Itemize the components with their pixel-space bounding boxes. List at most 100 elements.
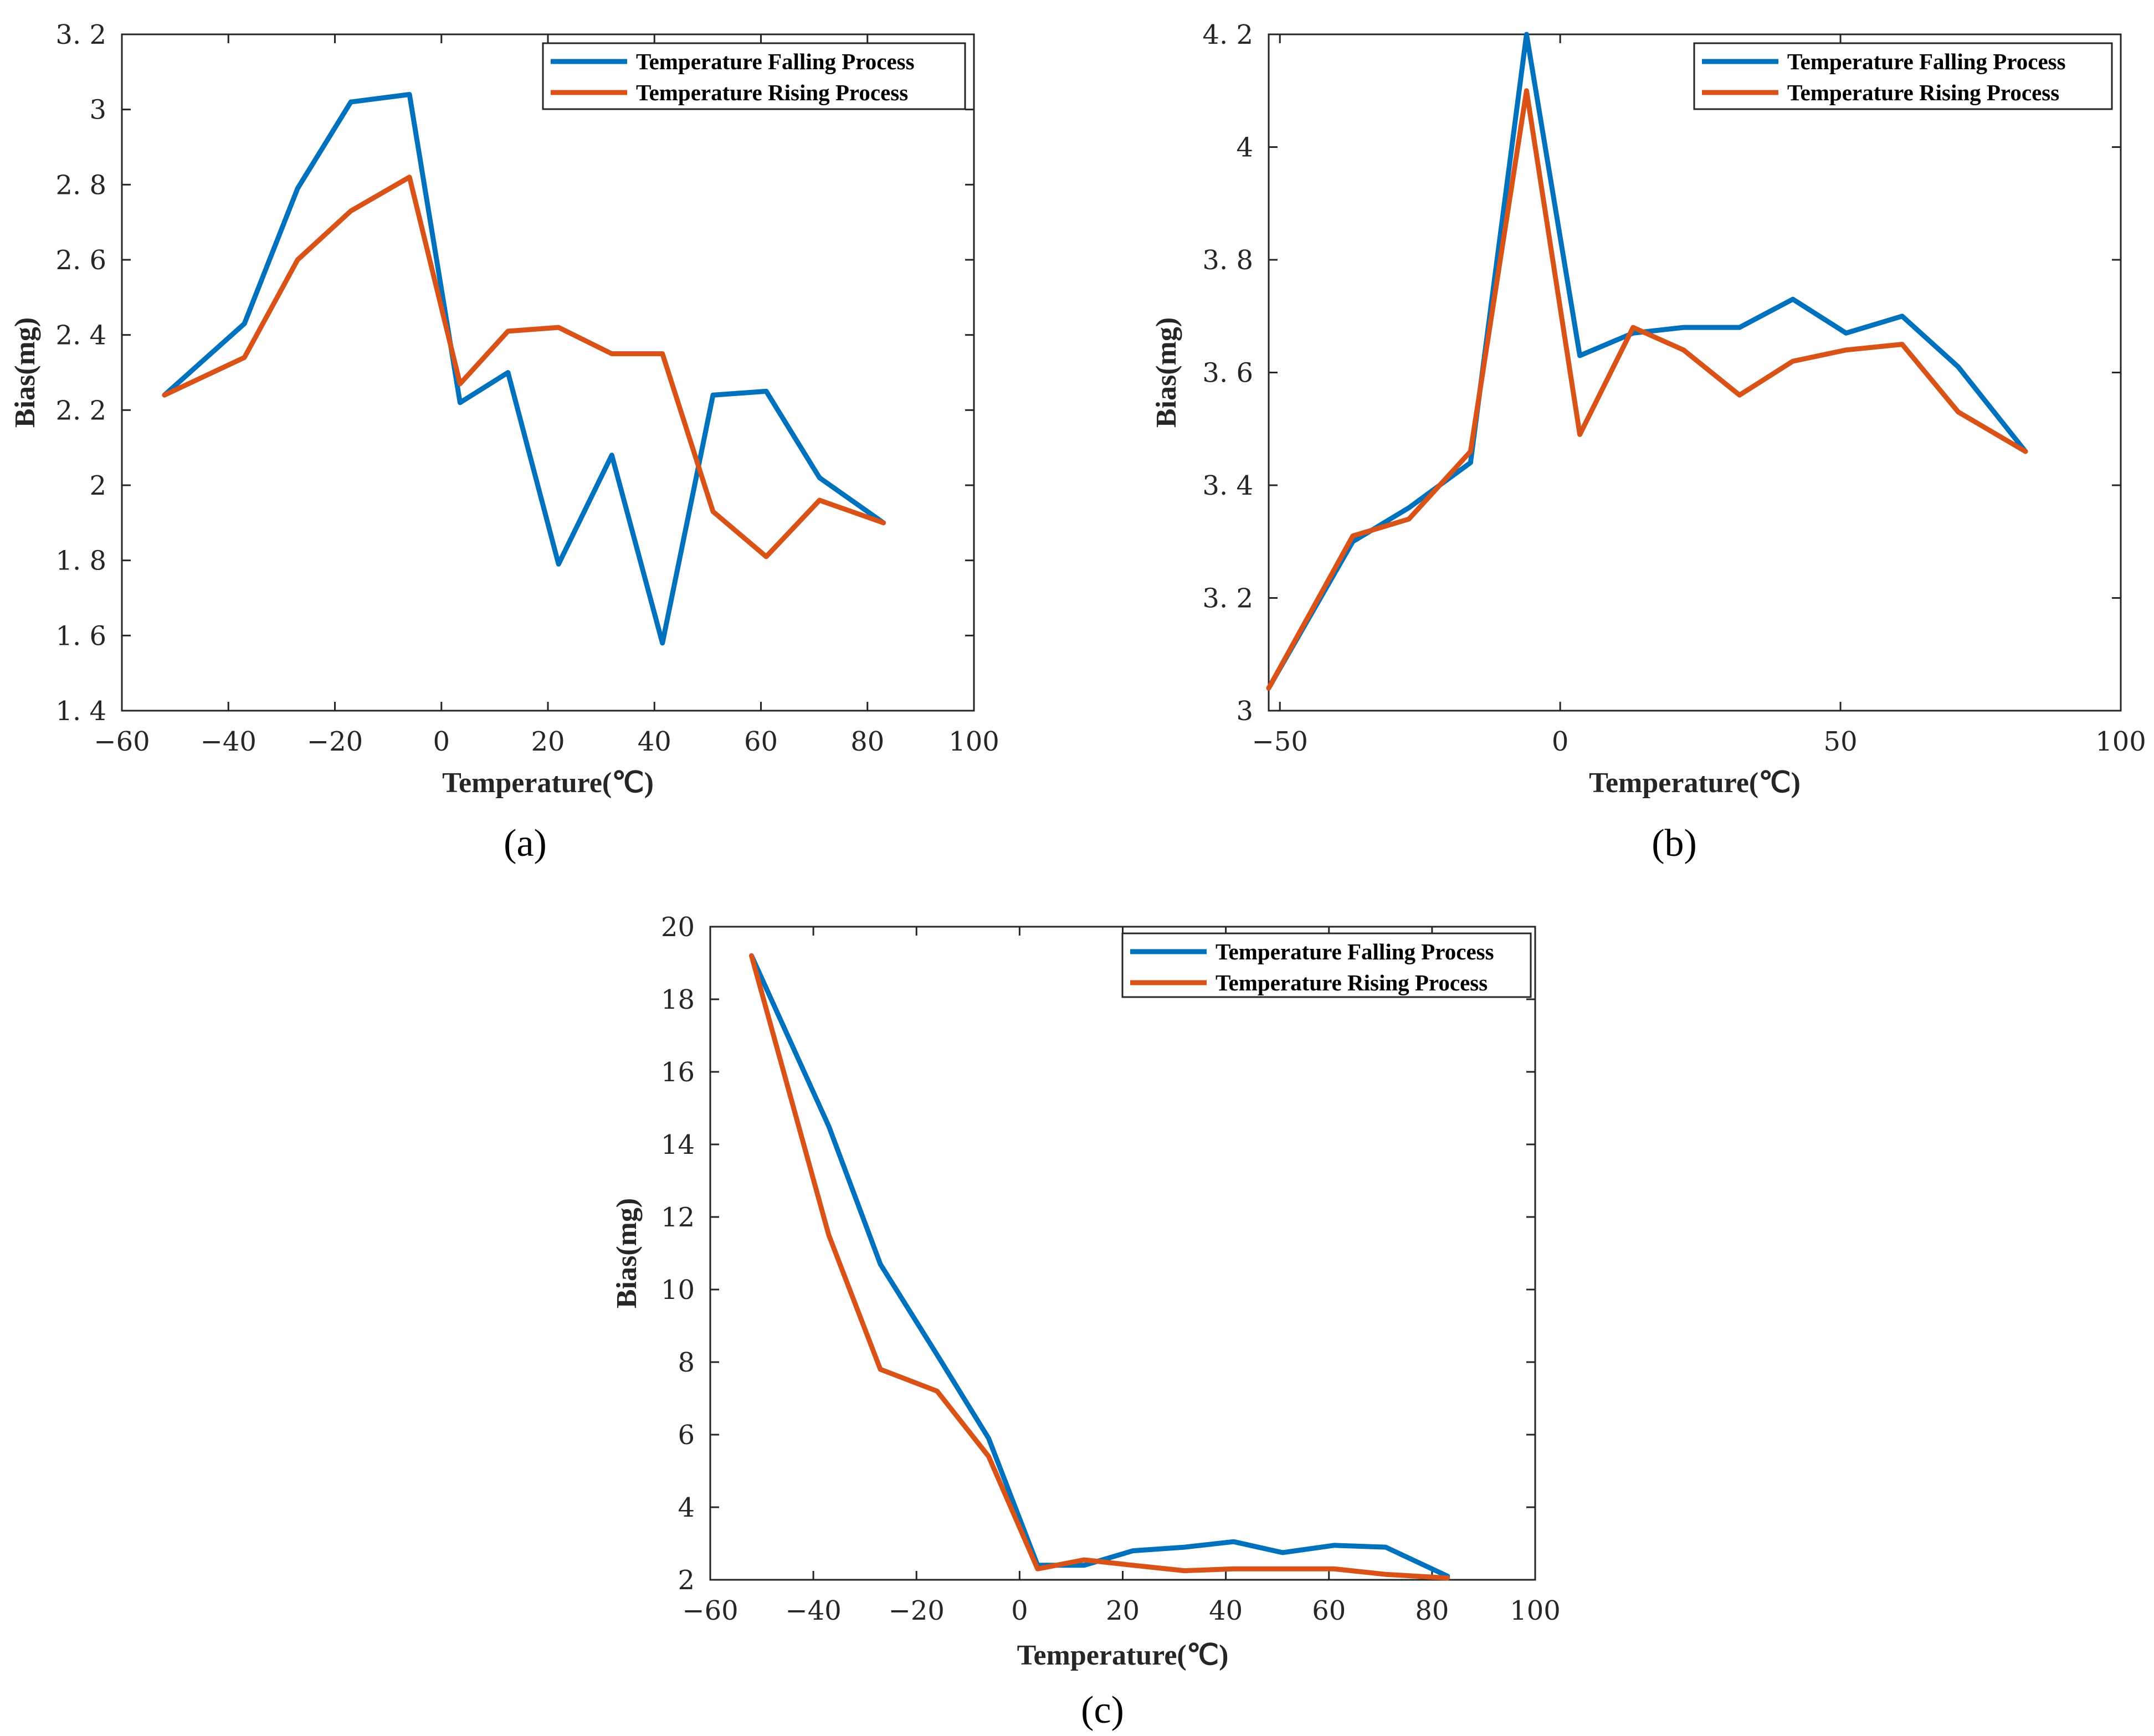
data-point — [1899, 314, 1905, 319]
data-point — [1035, 1566, 1040, 1571]
y-tick-label: 2. 4 — [55, 320, 106, 351]
chart-panel-b: −50 0 50 100 3 3. 2 3. 4 3. 6 3. 8 4 4. 2 Temperatu… — [1151, 19, 2146, 865]
series-line-falling — [162, 92, 886, 646]
data-point — [934, 1388, 940, 1394]
y-tick-label: 3. 2 — [55, 19, 106, 50]
legend-box — [1121, 932, 1532, 998]
data-point — [1280, 1566, 1285, 1571]
data-point — [1406, 516, 1412, 522]
data-point — [763, 554, 769, 559]
data-point — [1737, 325, 1742, 330]
y-tick-label: 2. 8 — [55, 170, 106, 201]
data-point — [660, 351, 665, 357]
data-point — [986, 1453, 992, 1459]
data-point — [348, 208, 353, 214]
x-tick-label: 40 — [638, 726, 671, 757]
data-point — [710, 392, 716, 398]
x-tick-label: 60 — [744, 726, 778, 757]
data-point — [1081, 1563, 1087, 1568]
data-point — [295, 186, 300, 191]
y-axis-title: Bias(mg) — [1151, 317, 1182, 428]
data-point — [1081, 1557, 1087, 1563]
data-point — [1577, 432, 1583, 437]
y-tick-label: 4 — [1236, 132, 1253, 163]
y-tick-label: 3. 4 — [1202, 470, 1253, 501]
data-point — [1182, 1568, 1187, 1574]
data-point — [1182, 1544, 1187, 1550]
data-point — [1843, 347, 1849, 353]
legend-label-falling: Temperature Falling Process — [636, 49, 915, 74]
data-point — [1468, 460, 1473, 465]
data-point — [242, 321, 247, 326]
data-point — [748, 953, 754, 958]
data-point — [1524, 32, 1529, 37]
data-point — [878, 1261, 883, 1267]
x-tick-label: −20 — [307, 726, 363, 757]
x-tick-label: 40 — [1209, 1595, 1243, 1626]
data-point — [763, 388, 769, 394]
series-line-rising — [749, 953, 1450, 1581]
data-point — [295, 257, 300, 263]
x-tick-label: −50 — [1252, 726, 1308, 757]
data-point — [986, 1436, 992, 1441]
x-tick-label: −20 — [889, 1595, 945, 1626]
y-tick-label: 6 — [678, 1420, 695, 1451]
plot-area-a — [121, 33, 975, 712]
legend-label-rising: Temperature Rising Process — [636, 80, 908, 105]
data-point — [457, 400, 463, 405]
x-tick-label: 20 — [1106, 1595, 1140, 1626]
data-point — [348, 99, 353, 105]
data-point — [505, 370, 511, 376]
y-tick-label: 3. 6 — [1202, 358, 1253, 389]
y-tick-label: 2 — [89, 470, 106, 501]
y-tick-label: 18 — [661, 984, 695, 1015]
data-point — [826, 1123, 832, 1129]
legend-label-rising: Temperature Rising Process — [1787, 80, 2059, 105]
x-tick-label: 50 — [1824, 726, 1858, 757]
data-point — [1524, 88, 1529, 94]
data-point — [242, 355, 247, 360]
data-point — [1956, 409, 1961, 415]
x-tick-label: −60 — [682, 1595, 738, 1626]
x-tick-label: 60 — [1312, 1595, 1346, 1626]
x-axis-title: Temperature(℃) — [1017, 1640, 1229, 1671]
legend-box — [1693, 42, 2113, 110]
data-point — [1130, 1548, 1136, 1554]
data-point — [1956, 364, 1961, 369]
series-line-rising — [1266, 88, 2028, 691]
y-tick-label: 4. 2 — [1202, 19, 1253, 50]
data-point — [2023, 449, 2028, 454]
y-tick-label: 3 — [89, 95, 106, 126]
data-point — [457, 381, 463, 387]
data-point — [1383, 1571, 1388, 1577]
data-point — [1899, 342, 1905, 347]
data-point — [710, 509, 716, 514]
x-tick-label: 0 — [433, 726, 450, 757]
y-tick-label: 20 — [661, 912, 695, 943]
y-tick-label: 2 — [678, 1565, 695, 1596]
data-point — [1577, 353, 1583, 358]
series-line-rising — [162, 174, 886, 559]
y-tick-label: 2. 6 — [55, 245, 106, 276]
x-tick-label: 100 — [948, 726, 999, 757]
y-tick-label: 3 — [1236, 696, 1253, 727]
y-tick-label: 3. 2 — [1202, 583, 1253, 614]
data-point — [1130, 1563, 1136, 1568]
legend-label-rising: Temperature Rising Process — [1216, 970, 1488, 995]
data-point — [505, 328, 511, 334]
x-tick-label: −40 — [201, 726, 257, 757]
panel-label-a: (a) — [504, 822, 547, 865]
data-point — [556, 561, 561, 567]
x-tick-label: 100 — [2095, 726, 2146, 757]
data-point — [1843, 330, 1849, 336]
data-point — [1231, 1566, 1237, 1571]
data-point — [1331, 1543, 1337, 1548]
x-tick-label: 80 — [850, 726, 884, 757]
y-tick-label: 16 — [661, 1057, 695, 1088]
y-tick-label: 8 — [678, 1347, 695, 1378]
panel-label-b: (b) — [1652, 822, 1697, 865]
data-point — [1445, 1575, 1450, 1581]
data-point — [881, 520, 886, 526]
x-tick-label: 80 — [1415, 1595, 1449, 1626]
data-point — [1630, 325, 1636, 330]
